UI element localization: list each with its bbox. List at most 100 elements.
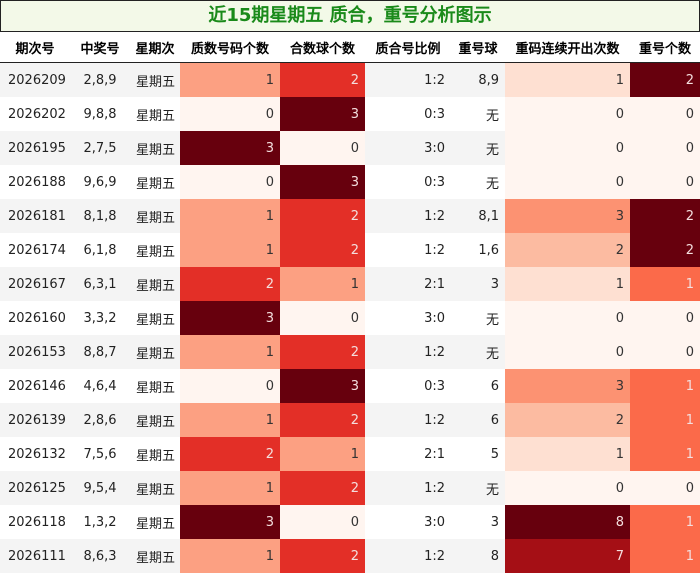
table-cell: 3 [180,131,280,165]
table-cell: 2:1 [365,267,451,301]
table-cell: 1 [630,505,700,539]
table-row: 2026188 9,6,9 星期五 0 3 0:3 无 0 0 [0,165,700,199]
table-cell: 6,3,1 [70,267,130,301]
table-cell: 2026167 [0,267,70,301]
table-cell: 2 [180,437,280,471]
table-cell: 2026118 [0,505,70,539]
header-row: 期次号 中奖号 星期次 质数号码个数 合数球个数 质合号比例 重号球 重码连续开出次数 重号个数 [0,32,700,63]
table-cell: 5 [451,437,505,471]
table-cell: 无 [451,97,505,131]
table-cell: 0 [505,471,630,505]
table-cell: 2 [280,199,365,233]
table-cell: 1,3,2 [70,505,130,539]
table-cell: 1,6 [451,233,505,267]
table-cell: 星期五 [130,471,180,505]
table-cell: 1 [180,471,280,505]
table-cell: 0 [180,369,280,403]
table-cell: 无 [451,301,505,335]
table-cell: 0 [505,131,630,165]
table-cell: 8,1,8 [70,199,130,233]
table-row: 2026195 2,7,5 星期五 3 0 3:0 无 0 0 [0,131,700,165]
table-cell: 2 [280,471,365,505]
table-cell: 2 [630,62,700,97]
table-cell: 1:2 [365,233,451,267]
table-body: 2026209 2,8,9 星期五 1 2 1:2 8,9 1 2 2026202 9,8,8 星期五… [0,62,700,573]
table-row: 2026132 7,5,6 星期五 2 1 2:1 5 1 1 [0,437,700,471]
table-cell: 3 [280,165,365,199]
table-cell: 1 [630,437,700,471]
table-cell: 2 [630,233,700,267]
table-cell: 星期五 [130,97,180,131]
table-cell: 1 [280,267,365,301]
table-cell: 0:3 [365,369,451,403]
table-cell: 8,6,3 [70,539,130,573]
table-cell: 无 [451,165,505,199]
table-cell: 星期五 [130,233,180,267]
table-cell: 星期五 [130,301,180,335]
table-cell: 无 [451,131,505,165]
table-cell: 2026132 [0,437,70,471]
table-cell: 2 [505,233,630,267]
table-cell: 9,6,9 [70,165,130,199]
table-cell: 星期五 [130,165,180,199]
table-cell: 0 [630,97,700,131]
table-cell: 2026174 [0,233,70,267]
table-cell: 6 [451,403,505,437]
table-cell: 2026153 [0,335,70,369]
table-cell: 0 [630,301,700,335]
table-cell: 2:1 [365,437,451,471]
table-cell: 1:2 [365,335,451,369]
table-cell: 0 [280,505,365,539]
table-cell: 无 [451,471,505,505]
table-cell: 2026146 [0,369,70,403]
table-cell: 2,8,9 [70,62,130,97]
table-row: 2026160 3,3,2 星期五 3 0 3:0 无 0 0 [0,301,700,335]
table-cell: 2 [280,62,365,97]
table-cell: 0 [505,97,630,131]
table-cell: 3:0 [365,301,451,335]
table-cell: 3 [180,505,280,539]
table-cell: 0 [180,165,280,199]
table-cell: 2026181 [0,199,70,233]
table-cell: 1:2 [365,199,451,233]
table-cell: 9,5,4 [70,471,130,505]
table-cell: 1 [180,199,280,233]
table-cell: 星期五 [130,403,180,437]
table-cell: 2 [280,233,365,267]
table-cell: 3:0 [365,131,451,165]
table-cell: 1 [180,539,280,573]
table-cell: 1:2 [365,539,451,573]
table-cell: 1 [630,403,700,437]
table-cell: 3 [505,199,630,233]
table-cell: 6,1,8 [70,233,130,267]
table-cell: 0 [630,471,700,505]
table-cell: 1:2 [365,471,451,505]
table-row: 2026153 8,8,7 星期五 1 2 1:2 无 0 0 [0,335,700,369]
table-cell: 0 [505,165,630,199]
table-cell: 星期五 [130,267,180,301]
table-cell: 6 [451,369,505,403]
table-cell: 3 [451,505,505,539]
table-row: 2026125 9,5,4 星期五 1 2 1:2 无 0 0 [0,471,700,505]
table-cell: 1:2 [365,62,451,97]
table-cell: 0 [630,131,700,165]
column-header: 质合号比例 [365,32,451,63]
table-cell: 7,5,6 [70,437,130,471]
table-cell: 2 [505,403,630,437]
table-cell: 1:2 [365,403,451,437]
table-cell: 3 [451,267,505,301]
table-row: 2026209 2,8,9 星期五 1 2 1:2 8,9 1 2 [0,62,700,97]
table-row: 2026174 6,1,8 星期五 1 2 1:2 1,6 2 2 [0,233,700,267]
table-cell: 7 [505,539,630,573]
table-row: 2026167 6,3,1 星期五 2 1 2:1 3 1 1 [0,267,700,301]
column-header: 重号球 [451,32,505,63]
table-cell: 星期五 [130,62,180,97]
table-cell: 2,7,5 [70,131,130,165]
table-cell: 星期五 [130,335,180,369]
table-cell: 3 [505,369,630,403]
table-cell: 2026209 [0,62,70,97]
table-row: 2026146 4,6,4 星期五 0 3 0:3 6 3 1 [0,369,700,403]
table-cell: 0 [630,335,700,369]
table-cell: 8,8,7 [70,335,130,369]
table-row: 2026202 9,8,8 星期五 0 3 0:3 无 0 0 [0,97,700,131]
